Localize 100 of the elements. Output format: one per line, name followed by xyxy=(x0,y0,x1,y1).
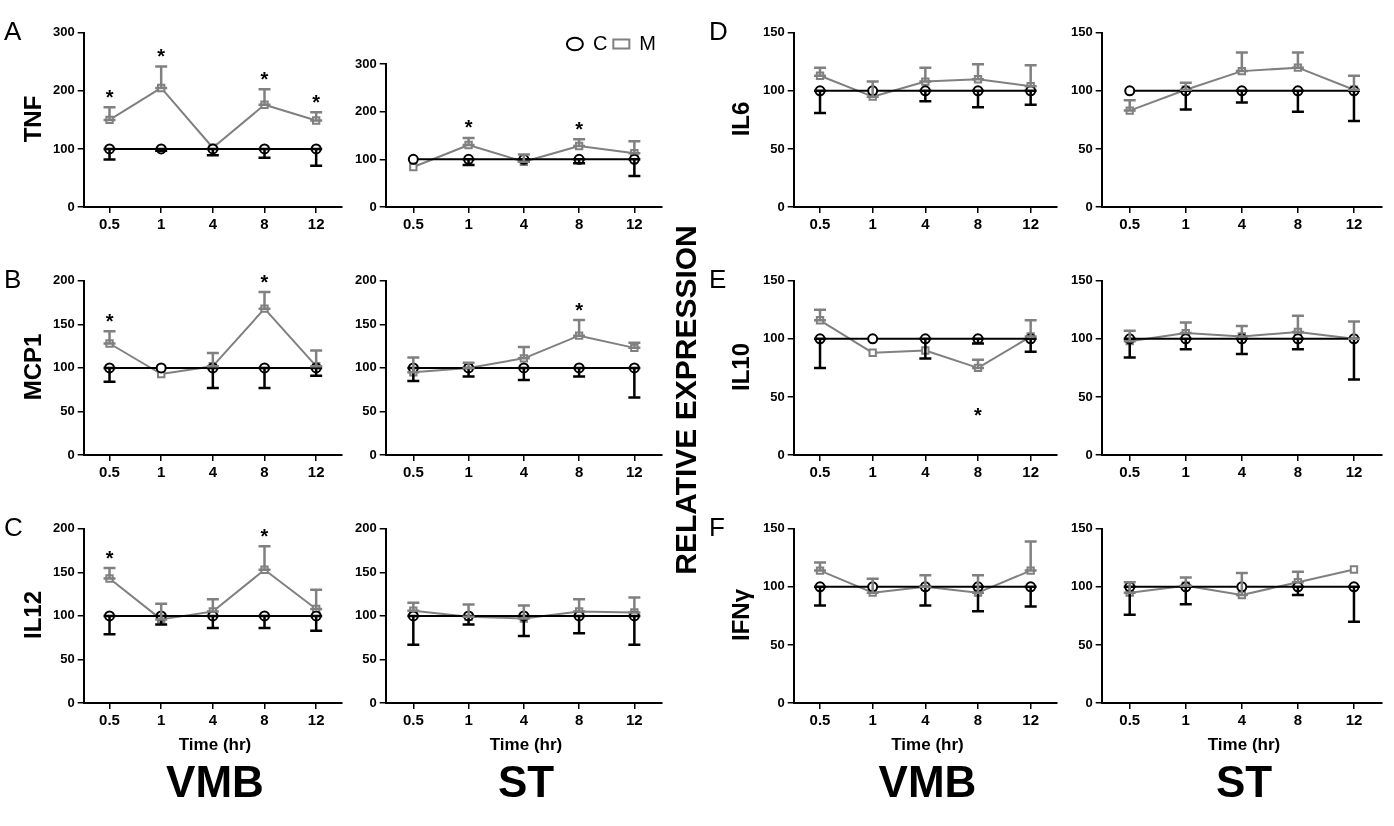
x-tick-label: 0.5 xyxy=(402,215,424,233)
y-tick-label: 50 xyxy=(770,636,785,652)
y-tick-label: 150 xyxy=(762,272,785,288)
x-tick-label: 12 xyxy=(1345,463,1363,481)
x-tick-label: 1 xyxy=(464,215,473,233)
y-tick-label: 150 xyxy=(354,315,377,331)
x-tick-label: 12 xyxy=(1022,711,1040,729)
y-tick-label: 50 xyxy=(60,403,75,419)
text: VMB xyxy=(165,757,265,807)
y-tick-label: 150 xyxy=(762,520,785,536)
y-tick-label: 200 xyxy=(52,520,75,536)
x-tick-label: 1 xyxy=(157,463,166,481)
x-tick-label: 4 xyxy=(519,463,529,481)
y-tick-label: 0 xyxy=(369,694,377,710)
y-tick-label: 150 xyxy=(354,563,377,579)
x-tick-label: 1 xyxy=(464,463,473,481)
y-tick-label: 150 xyxy=(1070,24,1093,40)
x-tick-label: 1 xyxy=(1181,215,1190,233)
y-axis-title: IL12 xyxy=(19,590,46,639)
chart-title: C xyxy=(4,512,23,543)
x-tick-label: 4 xyxy=(208,215,218,233)
x-tick-label: 0.5 xyxy=(402,711,424,729)
y-tick-label: 200 xyxy=(354,103,377,119)
annotation: * xyxy=(260,524,269,547)
x-tick-label: 0.5 xyxy=(99,215,120,233)
x-tick-label: 12 xyxy=(626,711,643,729)
x-tick-label: 12 xyxy=(1022,215,1040,233)
y-tick-label: 100 xyxy=(1070,82,1093,98)
y-tick-label: 100 xyxy=(52,359,75,375)
chart-title: E xyxy=(709,264,727,295)
x-tick-label: 8 xyxy=(260,711,269,729)
y-tick-label: 0 xyxy=(777,446,785,462)
y-tick-label: 0 xyxy=(369,198,377,214)
y-axis-title: TNF xyxy=(19,95,46,142)
y-axis-title: IL10 xyxy=(726,341,755,393)
y-tick-label: 50 xyxy=(770,140,785,156)
x-tick-label: 4 xyxy=(208,463,218,481)
y-tick-label: 100 xyxy=(762,82,785,98)
x-tick-label: 8 xyxy=(973,463,983,481)
y-tick-label: 50 xyxy=(1078,636,1093,652)
y-tick-label: 100 xyxy=(354,359,377,375)
x-tick-label: 8 xyxy=(260,463,269,481)
x-tick-label: 8 xyxy=(1293,711,1303,729)
x-tick-label: 8 xyxy=(574,215,584,233)
y-tick-label: 0 xyxy=(1085,694,1093,710)
x-tick-label: 4 xyxy=(921,711,931,729)
y-tick-label: 0 xyxy=(67,694,75,710)
y-tick-label: 200 xyxy=(52,272,75,288)
y-tick-label: 300 xyxy=(354,55,377,71)
x-tick-label: 1 xyxy=(868,215,877,233)
y-tick-label: 100 xyxy=(1070,578,1093,594)
y-tick-label: 100 xyxy=(52,140,75,156)
y-tick-label: 100 xyxy=(1070,330,1093,346)
y-tick-label: 200 xyxy=(354,520,377,536)
y-tick-label: 50 xyxy=(1078,140,1093,156)
text: ST xyxy=(496,757,556,807)
text: VMB xyxy=(877,757,978,807)
x-tick-label: 1 xyxy=(157,215,166,233)
annotation: * xyxy=(157,44,166,67)
x-tick-label: 4 xyxy=(1237,215,1247,233)
x-axis-title: Time (hr) xyxy=(890,735,965,755)
x-tick-label: 4 xyxy=(519,215,529,233)
x-tick-label: 4 xyxy=(1237,463,1247,481)
y-tick-label: 100 xyxy=(52,607,75,623)
x-axis-title: Time (hr) xyxy=(177,735,253,755)
y-tick-label: 0 xyxy=(1085,198,1093,214)
y-tick-label: 50 xyxy=(770,388,785,404)
text: RELATIVE EXPRESSION xyxy=(668,225,703,575)
x-tick-label: 1 xyxy=(1181,711,1190,729)
x-tick-label: 4 xyxy=(921,215,931,233)
y-axis-title: MCP1 xyxy=(19,333,46,400)
x-tick-label: 1 xyxy=(157,711,166,729)
annotation: * xyxy=(575,298,584,321)
legend-label: C xyxy=(592,31,608,54)
y-tick-label: 0 xyxy=(67,446,75,462)
x-tick-label: 8 xyxy=(1293,463,1303,481)
x-tick-label: 12 xyxy=(307,463,325,481)
x-tick-label: 8 xyxy=(973,711,983,729)
x-tick-label: 0.5 xyxy=(99,463,120,481)
x-tick-label: 0.5 xyxy=(809,711,831,729)
y-tick-label: 50 xyxy=(60,651,75,667)
y-tick-label: 200 xyxy=(52,82,75,98)
y-tick-label: 100 xyxy=(762,330,785,346)
y-tick-label: 150 xyxy=(52,315,75,331)
annotation: * xyxy=(312,90,321,113)
y-tick-label: 150 xyxy=(762,24,785,40)
x-axis-title: Time (hr) xyxy=(1206,735,1282,755)
y-axis-title: IFNγ xyxy=(726,587,755,643)
y-tick-label: 50 xyxy=(1078,388,1093,404)
x-tick-label: 12 xyxy=(1022,463,1040,481)
x-tick-label: 0.5 xyxy=(1119,711,1141,729)
chart-title: F xyxy=(709,512,725,543)
annotation: * xyxy=(105,85,114,108)
y-tick-label: 200 xyxy=(354,272,377,288)
x-tick-label: 12 xyxy=(1345,711,1363,729)
x-tick-label: 4 xyxy=(208,711,218,729)
chart-title: A xyxy=(4,16,22,47)
x-tick-label: 4 xyxy=(519,711,529,729)
x-tick-label: 12 xyxy=(626,463,643,481)
x-tick-label: 12 xyxy=(1345,215,1363,233)
